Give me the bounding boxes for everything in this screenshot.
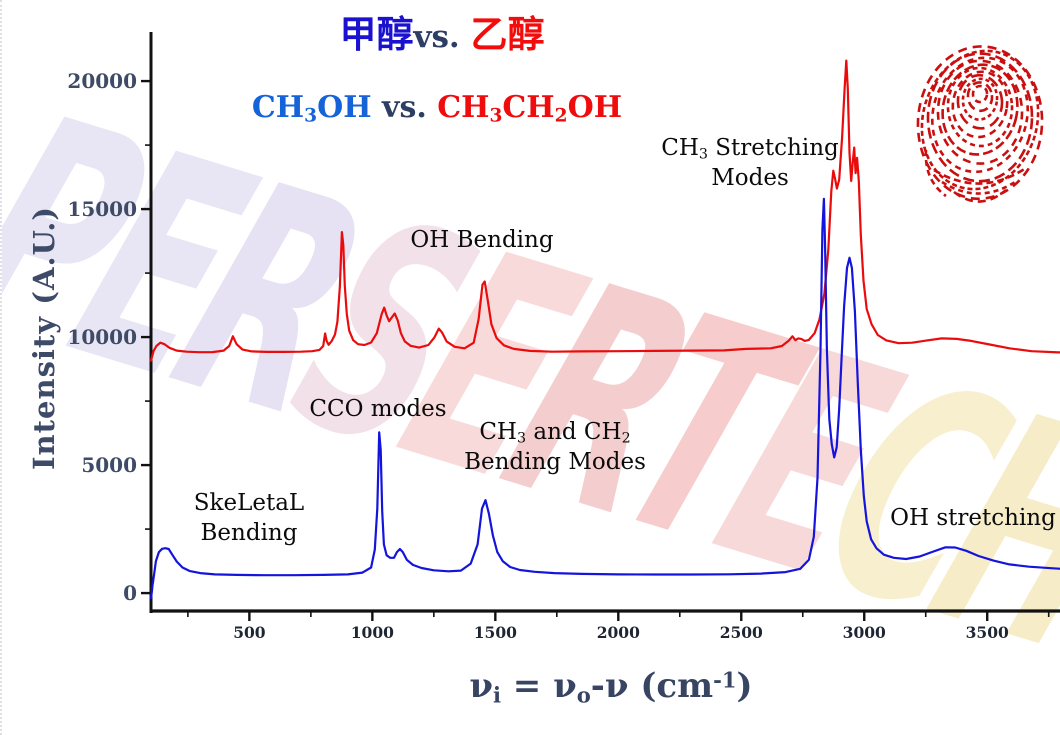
y-tick-label: 10000	[67, 325, 137, 349]
x-axis-title: νi = νo-ν (cm-1)	[469, 666, 753, 708]
chart-title-chinese: 甲醇vs. 乙醇	[252, 4, 632, 58]
x-tick-label: 3500	[966, 623, 1009, 642]
x-tick-label: 1000	[351, 623, 394, 642]
x-tick-label: 1500	[474, 623, 517, 642]
x-tick-label: 3000	[843, 623, 886, 642]
annotation-ch3-stretching: CH3 Stretching Modes	[661, 135, 839, 192]
annotation-skeletal-bending: SkeLetaL Bending	[193, 490, 305, 547]
annotation-ch3-ch2-bending: CH3 and CH2 Bending Modes	[464, 419, 646, 476]
annotation-oh-stretching: OH stretching	[890, 505, 1056, 531]
methanol-spectrum-curve	[149, 197, 1060, 600]
x-tick-label: 500	[233, 623, 266, 642]
title-methanol-cn: 甲醇	[339, 13, 414, 56]
title-vs: vs.	[413, 19, 471, 55]
fingerprint-image	[916, 45, 1044, 203]
subtitle-vs: vs.	[371, 90, 438, 125]
y-tick-label: 20000	[67, 69, 137, 93]
x-tick-label: 2500	[720, 623, 763, 642]
title-ethanol-cn: 乙醇	[470, 13, 545, 56]
y-axis-title: Intensity (A.U.)	[27, 205, 61, 471]
annotation-oh-bending: OH Bending	[410, 227, 554, 253]
annotation-cco-modes: CCO modes	[309, 396, 447, 422]
formula-methanol: CH3OH	[251, 90, 372, 127]
x-tick-label: 2000	[597, 623, 640, 642]
y-tick-label: 5000	[81, 453, 137, 477]
formula-ethanol: CH3CH2OH	[437, 90, 623, 127]
ethanol-spectrum-curve	[149, 59, 1060, 362]
chart-subtitle-formulas: CH3OH vs. CH3CH2OH	[242, 90, 632, 125]
y-tick-label: 15000	[67, 197, 137, 221]
y-tick-label: 0	[123, 581, 137, 605]
